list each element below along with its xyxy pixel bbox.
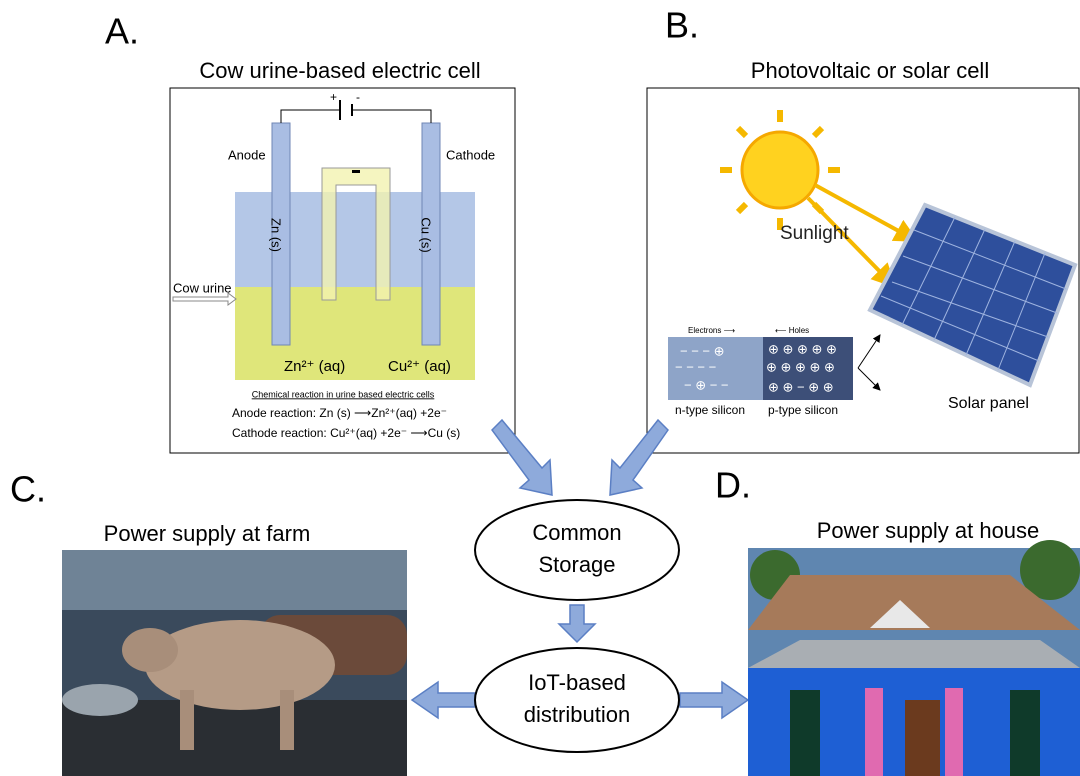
arrow [557, 604, 597, 644]
node-label: IoT-based [528, 670, 626, 695]
label: Cow urine [173, 280, 232, 295]
label: n-type silicon [675, 403, 745, 417]
house-photo [748, 540, 1080, 776]
panel-title: Power supply at farm [104, 521, 311, 546]
svg-text:− − − ⊕: − − − ⊕ [680, 343, 725, 358]
arrow [679, 680, 750, 720]
solar-cell: Sunlight − − − ⊕− − − − − ⊕ − − ⊕ ⊕ ⊕ ⊕ ⊕… [646, 87, 1080, 454]
panel-letter: B. [665, 5, 699, 46]
panel-letter: A. [105, 11, 139, 52]
panel-letter: D. [715, 465, 751, 506]
panel-letter: C. [10, 469, 46, 510]
panel-title: Power supply at house [817, 518, 1040, 543]
svg-text:− − − −: − − − − [675, 359, 716, 374]
label: Zn²⁺ (aq) [284, 358, 345, 375]
node-label: distribution [524, 702, 630, 727]
label: Cu (s) [419, 217, 434, 252]
label: p-type silicon [768, 403, 838, 417]
label: Sunlight [780, 223, 849, 244]
electric-cell: + - Anode Cathode Zn (s) Cu (s) Cow urin… [169, 87, 516, 454]
node-label: Storage [538, 552, 615, 577]
label: ⟵ Holes [775, 326, 809, 335]
panel-title: Cow urine-based electric cell [199, 58, 480, 83]
svg-text:− ⊕ − −: − ⊕ − − [684, 377, 729, 392]
node [474, 647, 680, 753]
arrow [609, 418, 669, 496]
label: + [330, 90, 337, 104]
svg-text:⊕ ⊕ − ⊕ ⊕: ⊕ ⊕ − ⊕ ⊕ [768, 379, 834, 394]
label: Electrons ⟶ [688, 326, 736, 335]
farm-photo [62, 550, 407, 776]
svg-text:⊕ ⊕ ⊕ ⊕ ⊕: ⊕ ⊕ ⊕ ⊕ ⊕ [768, 341, 837, 356]
label: Zn (s) [269, 218, 284, 252]
reaction: Cathode reaction: Cu²⁺(aq) +2e⁻ ⟶Cu (s) [232, 426, 460, 440]
reaction: Anode reaction: Zn (s) ⟶Zn²⁺(aq) +2e⁻ [232, 406, 447, 420]
caption: Chemical reaction in urine based electri… [252, 389, 435, 399]
node [474, 499, 680, 601]
label: Cathode [446, 147, 495, 162]
label: Solar panel [948, 395, 1029, 412]
node-label: Common [532, 520, 621, 545]
label: - [356, 90, 360, 104]
arrow [410, 680, 476, 720]
label: Cu²⁺ (aq) [388, 358, 451, 375]
svg-text:⊕ ⊕ ⊕ ⊕ ⊕: ⊕ ⊕ ⊕ ⊕ ⊕ [766, 359, 835, 374]
label: Anode [228, 147, 266, 162]
panel-title: Photovoltaic or solar cell [751, 58, 989, 83]
arrow [491, 418, 553, 496]
